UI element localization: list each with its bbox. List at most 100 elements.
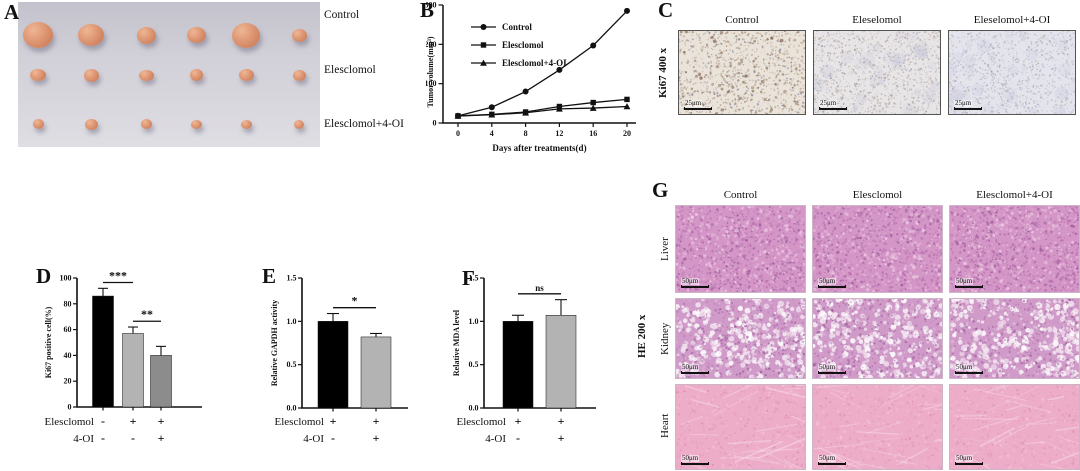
svg-text:+: + bbox=[373, 414, 380, 428]
svg-text:Elesclomol: Elesclomol bbox=[45, 416, 95, 428]
svg-text:0: 0 bbox=[456, 129, 460, 138]
tumor-blob bbox=[291, 28, 307, 42]
svg-text:+: + bbox=[558, 431, 565, 445]
scale-bar: 50μm bbox=[681, 364, 709, 374]
scale-bar: 50μm bbox=[955, 364, 983, 374]
scale-bar: 50μm bbox=[818, 455, 846, 465]
svg-text:Elesclomol+4-OI: Elesclomol+4-OI bbox=[502, 58, 567, 68]
svg-text:0.0: 0.0 bbox=[469, 404, 479, 413]
tumor-blob bbox=[136, 26, 156, 44]
c-col-head-control: Control bbox=[725, 14, 759, 26]
svg-text:200: 200 bbox=[426, 40, 437, 49]
ki67-side-label: Ki67 400 x bbox=[657, 47, 669, 98]
micrograph-he-heart-elesclomol: 50μm bbox=[812, 384, 943, 470]
svg-text:1.5: 1.5 bbox=[469, 274, 479, 283]
scale-bar: 50μm bbox=[818, 364, 846, 374]
svg-text:1.5: 1.5 bbox=[287, 274, 297, 283]
svg-text:-: - bbox=[516, 431, 520, 445]
c-col-head-eleselomol-4oi: Eleselomol+4-OI bbox=[973, 14, 1051, 26]
g-col-head-control: Control bbox=[723, 189, 758, 201]
svg-text:Tumor volume(mm³): Tumor volume(mm³) bbox=[426, 36, 435, 107]
svg-text:Relative MDA level: Relative MDA level bbox=[452, 309, 461, 376]
svg-text:+: + bbox=[330, 414, 337, 428]
svg-text:0: 0 bbox=[68, 403, 72, 412]
scale-bar: 25μm bbox=[819, 100, 847, 110]
tumor-blob bbox=[32, 119, 44, 129]
svg-text:-: - bbox=[331, 431, 335, 445]
panel-e-label: E bbox=[262, 264, 277, 288]
micrograph-he-kidney-elesclomol-4oi: 50μm bbox=[949, 298, 1080, 379]
tumor-blob bbox=[294, 119, 304, 129]
panel-f-label: F bbox=[462, 266, 475, 290]
svg-text:4-OI: 4-OI bbox=[485, 433, 506, 445]
g-row-label-heart: Heart bbox=[659, 413, 671, 439]
tumor-blob bbox=[83, 68, 99, 82]
gapdh-bar-chart: 0.0 0.5 1.0 1.5 Relative GAPDH activity * Eles… bbox=[246, 268, 456, 468]
svg-text:*: * bbox=[352, 294, 358, 308]
micrograph-ki67-eleselomol-4oi: 25μm bbox=[948, 30, 1076, 115]
panel-a-label: A bbox=[4, 0, 20, 24]
group-label-elesclomol: Elesclomol bbox=[324, 64, 376, 76]
svg-text:Days after treatments(d): Days after treatments(d) bbox=[492, 143, 586, 153]
micrograph-ki67-control: 25μm bbox=[678, 30, 806, 115]
c-col-head-eleselomol: Eleselomol bbox=[852, 14, 902, 26]
scale-bar: 25μm bbox=[954, 100, 982, 110]
scale-bar: 50μm bbox=[955, 278, 983, 288]
svg-text:Elesclomol: Elesclomol bbox=[502, 40, 544, 50]
svg-text:60: 60 bbox=[64, 325, 72, 334]
scale-bar: 25μm bbox=[684, 100, 712, 110]
svg-text:Control: Control bbox=[502, 22, 532, 32]
mda-bar-chart: 0.0 0.5 1.0 1.5 Relative MDA level ns Elesclom… bbox=[428, 268, 638, 468]
panel-b-label: B bbox=[420, 0, 435, 22]
svg-text:0: 0 bbox=[433, 119, 437, 128]
g-col-head-elesclomol-4oi: Elesclomol+4-OI bbox=[976, 189, 1053, 201]
svg-text:1.0: 1.0 bbox=[469, 317, 479, 326]
g-row-label-liver: Liver bbox=[659, 237, 671, 261]
tumor-blob bbox=[240, 119, 252, 129]
svg-text:4-OI: 4-OI bbox=[73, 433, 94, 445]
group-label-control: Control bbox=[324, 9, 360, 21]
svg-text:Elesclomol: Elesclomol bbox=[457, 416, 507, 428]
svg-text:-: - bbox=[131, 431, 135, 445]
tumor-volume-line-chart: 0 100 200 300 0 4 8 12 16 20 Days after treatments… bbox=[425, 0, 670, 158]
svg-text:+: + bbox=[373, 431, 380, 445]
scale-bar: 50μm bbox=[681, 455, 709, 465]
micrograph-he-kidney-elesclomol: 50μm bbox=[812, 298, 943, 379]
svg-text:+: + bbox=[158, 431, 165, 445]
panel-c-label: C bbox=[658, 0, 674, 22]
tumor-blob bbox=[232, 22, 260, 48]
g-col-head-elesclomol: Elesclomol bbox=[852, 189, 903, 201]
micrograph-he-liver-control: 50μm bbox=[675, 205, 806, 293]
micrograph-he-liver-elesclomol-4oi: 50μm bbox=[949, 205, 1080, 293]
svg-text:Elesclomol: Elesclomol bbox=[275, 416, 325, 428]
svg-text:Ki67 positive cell(%): Ki67 positive cell(%) bbox=[44, 306, 53, 378]
micrograph-ki67-eleselomol: 25μm bbox=[813, 30, 941, 115]
micrograph-he-liver-elesclomol: 50μm bbox=[812, 205, 943, 293]
svg-text:-: - bbox=[101, 414, 105, 428]
micrograph-he-heart-elesclomol-4oi: 50μm bbox=[949, 384, 1080, 470]
svg-text:0.5: 0.5 bbox=[287, 360, 297, 369]
svg-text:ns: ns bbox=[535, 283, 544, 293]
svg-text:***: *** bbox=[109, 269, 127, 283]
tumor-blob bbox=[140, 119, 152, 129]
scale-bar: 50μm bbox=[955, 455, 983, 465]
svg-text:8: 8 bbox=[524, 129, 528, 138]
tumor-blob bbox=[189, 69, 203, 81]
tumor-blob bbox=[30, 69, 46, 81]
tumor-blob bbox=[84, 118, 98, 130]
svg-text:0.5: 0.5 bbox=[469, 360, 479, 369]
svg-text:40: 40 bbox=[64, 351, 72, 360]
svg-text:20: 20 bbox=[64, 377, 72, 386]
ki67-bar-chart: 0 20 40 60 80 100 Ki67 positive cell(%) *** ** El… bbox=[18, 268, 228, 468]
svg-text:+: + bbox=[558, 414, 565, 428]
panel-g-label: G bbox=[652, 178, 669, 202]
svg-text:100: 100 bbox=[60, 274, 72, 283]
tumor-photo bbox=[18, 2, 320, 147]
svg-text:Relative GAPDH activity: Relative GAPDH activity bbox=[270, 300, 279, 386]
tumor-blob bbox=[78, 24, 104, 46]
scale-bar: 50μm bbox=[681, 278, 709, 288]
svg-text:12: 12 bbox=[555, 129, 563, 138]
micrograph-he-kidney-control: 50μm bbox=[675, 298, 806, 379]
svg-text:+: + bbox=[515, 414, 522, 428]
